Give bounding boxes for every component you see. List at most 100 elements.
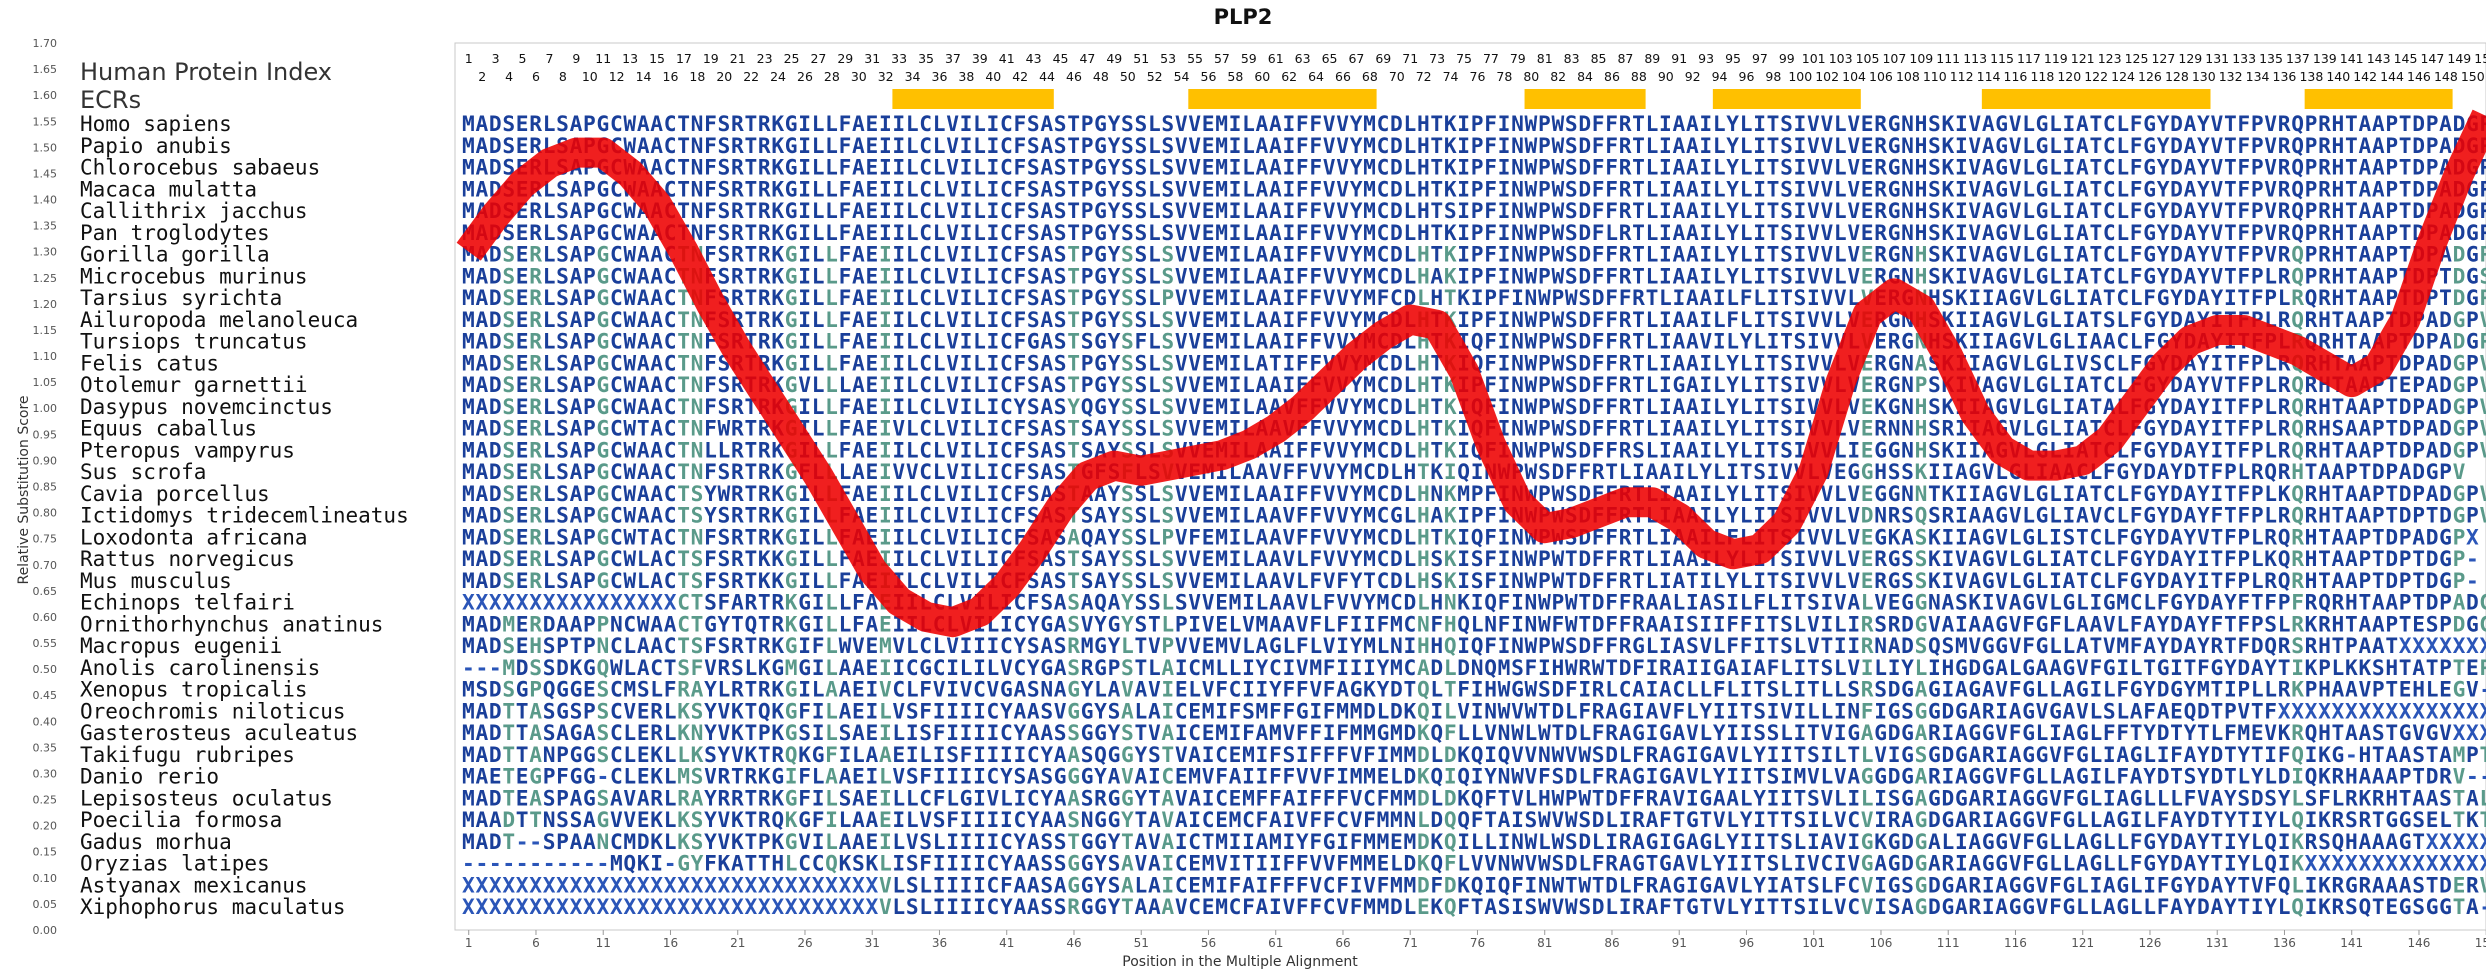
index-number: 130	[2192, 69, 2216, 84]
x-tick-label: 101	[1802, 936, 1825, 950]
index-number: 139	[2313, 51, 2337, 66]
index-number: 140	[2326, 69, 2350, 84]
index-number: 44	[1039, 69, 1055, 84]
species-label: Mus musculus	[80, 569, 232, 593]
y-tick-label: 1.20	[33, 298, 58, 311]
x-tick-label: 66	[1335, 936, 1350, 950]
index-number: 69	[1375, 51, 1391, 66]
sequence-row: MADSERLSAPGCWAACTNFSRTRKGILLFAEIILCLVILI…	[462, 285, 2486, 310]
species-label: Ornithorhynchus anatinus	[80, 612, 383, 636]
index-number: 121	[2071, 51, 2095, 66]
species-label: Felis catus	[80, 351, 219, 375]
ecr-bar	[892, 89, 1054, 109]
index-number: 2	[478, 69, 486, 84]
x-tick-label: 51	[1134, 936, 1149, 950]
index-number: 148	[2434, 69, 2458, 84]
sequence-row: MADTTASGSPSCVERLKSYVKTQKGFILAEILVSFIIIIC…	[462, 698, 2486, 723]
index-number: 66	[1335, 69, 1351, 84]
index-number: 11	[595, 51, 611, 66]
index-number: 55	[1187, 51, 1203, 66]
index-number: 17	[676, 51, 692, 66]
index-number: 98	[1765, 69, 1781, 84]
species-label: Chlorocebus sabaeus	[80, 156, 320, 180]
x-tick-label: 46	[1066, 936, 1081, 950]
index-number: 110	[1923, 69, 1947, 84]
species-label: Echinops telfairi	[80, 591, 295, 615]
index-number: 101	[1802, 51, 1826, 66]
y-tick-label: 0.90	[33, 454, 58, 467]
species-label: Pan troglodytes	[80, 221, 270, 245]
species-label: Rattus norvegicus	[80, 547, 295, 571]
index-number: 123	[2098, 51, 2122, 66]
x-tick-label: 106	[1870, 936, 1893, 950]
species-label: Poecilia formosa	[80, 808, 282, 832]
index-number: 72	[1416, 69, 1432, 84]
index-number: 56	[1201, 69, 1217, 84]
index-number: 61	[1268, 51, 1284, 66]
index-number: 67	[1348, 51, 1364, 66]
species-label: Gasterosteus aculeatus	[80, 721, 358, 745]
index-number: 48	[1093, 69, 1109, 84]
sequence-row: MAADTTNSSAGVVEKLKSYVKTRQKGFILAAEILVSFIII…	[462, 807, 2486, 832]
index-number: 82	[1550, 69, 1566, 84]
sequence-row: MADMERDAAPPNCWAACTGYTQTRKGILLFAEIILCLVIL…	[462, 611, 2486, 636]
index-number: 149	[2447, 51, 2471, 66]
index-number: 96	[1739, 69, 1755, 84]
sequence-row: MADTEASPAGSAVARLRAYRRTRKGFILSAEILLCFLGIV…	[462, 785, 2486, 810]
index-number: 40	[985, 69, 1001, 84]
x-tick-label: 71	[1403, 936, 1418, 950]
sequence-row: MADSERLSAPGCWLACTSFSRTKKGILLFAEIILCLVILI…	[462, 568, 2479, 593]
index-number: 49	[1106, 51, 1122, 66]
species-label: Tursiops truncatus	[80, 330, 308, 354]
index-number: 14	[636, 69, 652, 84]
index-number: 106	[1869, 69, 1893, 84]
index-number: 50	[1120, 69, 1136, 84]
index-number: 137	[2286, 51, 2310, 66]
sequence-row: MADT--SPAANCMDKLKSYVKTPKGVILAAEILVSLIIII…	[462, 829, 2486, 854]
index-number: 10	[582, 69, 598, 84]
index-number: 129	[2178, 51, 2202, 66]
x-tick-label: 16	[663, 936, 678, 950]
x-axis-label: Position in the Multiple Alignment	[1122, 954, 1358, 970]
index-number: 151	[2474, 51, 2486, 66]
index-number: 22	[743, 69, 759, 84]
ecr-bar	[1524, 89, 1646, 109]
index-number: 68	[1362, 69, 1378, 84]
chart-title: PLP2	[1214, 5, 1273, 29]
ecr-bar	[2304, 89, 2453, 109]
index-number: 23	[757, 51, 773, 66]
index-number: 36	[932, 69, 948, 84]
y-tick-label: 0.50	[33, 663, 58, 676]
index-number: 120	[2057, 69, 2081, 84]
x-tick-label: 6	[532, 936, 540, 950]
index-number: 63	[1295, 51, 1311, 66]
index-number: 16	[663, 69, 679, 84]
x-tick-label: 116	[2004, 936, 2027, 950]
index-number: 46	[1066, 69, 1082, 84]
x-tick-label: 76	[1470, 936, 1485, 950]
x-tick-label: 41	[999, 936, 1014, 950]
y-tick-label: 1.10	[33, 350, 58, 363]
sequence-row: MADSERLSAPGCWAACTNFSRTRKGILLFAEIILCLVILI…	[462, 242, 2486, 267]
index-number: 1	[465, 51, 473, 66]
species-label: Gorilla gorilla	[80, 243, 270, 267]
species-label: Danio rerio	[80, 765, 219, 789]
species-label: Pteropus vampyrus	[80, 438, 295, 462]
index-number: 109	[1909, 51, 1933, 66]
ecrs-label: ECRs	[80, 86, 141, 114]
index-number: 59	[1241, 51, 1257, 66]
y-tick-label: 0.95	[33, 428, 58, 441]
species-label: Loxodonta africana	[80, 525, 308, 549]
index-number: 71	[1402, 51, 1418, 66]
x-tick-label: 26	[797, 936, 812, 950]
index-number: 115	[1990, 51, 2014, 66]
index-number: 95	[1725, 51, 1741, 66]
species-label: Tarsius syrichta	[80, 286, 282, 310]
x-tick-label: 91	[1672, 936, 1687, 950]
index-number: 60	[1254, 69, 1270, 84]
index-number: 108	[1896, 69, 1920, 84]
index-number: 116	[2004, 69, 2028, 84]
index-number: 94	[1712, 69, 1728, 84]
index-number: 141	[2340, 51, 2364, 66]
